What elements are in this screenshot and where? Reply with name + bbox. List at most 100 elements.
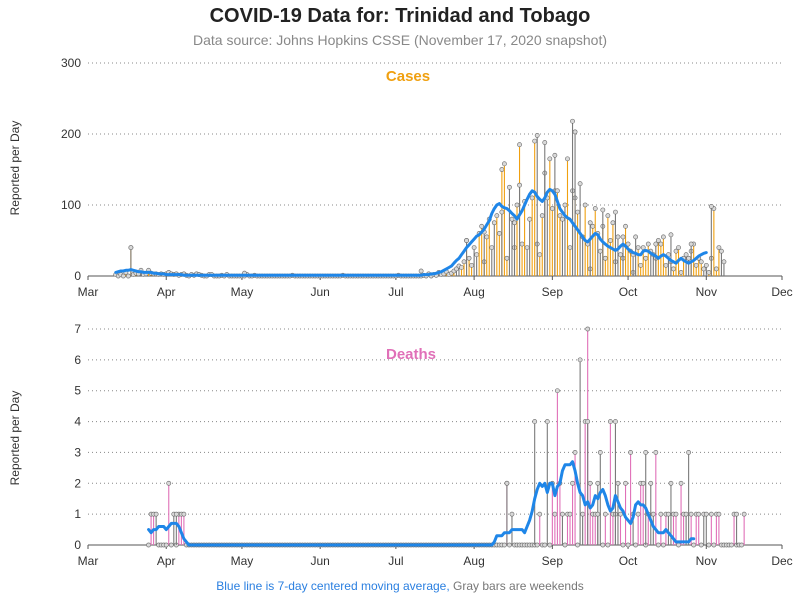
cases-point [539, 213, 545, 219]
deaths-y-tick-label: 6 [74, 353, 81, 367]
deaths-moving-average-line [147, 460, 696, 547]
deaths-x-tick-label: Dec [771, 554, 792, 568]
deaths-point [181, 511, 187, 517]
deaths-y-axis-label: Reported per Day [8, 391, 22, 486]
deaths-marker-point [173, 511, 179, 517]
cases-point [529, 195, 535, 201]
deaths-point [618, 511, 623, 517]
cases-x-tick-label: Dec [771, 285, 792, 299]
deaths-point [698, 542, 704, 548]
deaths-point [688, 511, 694, 517]
deaths-point [648, 480, 654, 486]
cases-point [466, 255, 472, 261]
deaths-point [716, 511, 722, 517]
deaths-point [678, 480, 684, 486]
cases-point [658, 241, 664, 247]
cases-marker-point [499, 209, 505, 215]
deaths-marker-point [585, 419, 591, 424]
cases-point [554, 188, 560, 194]
deaths-point [575, 542, 580, 548]
deaths-point [623, 480, 628, 486]
cases-marker-point [653, 241, 659, 247]
moving-average-note: Blue line is 7-day centered moving avera… [216, 579, 450, 593]
deaths-x-tick-label: Nov [696, 554, 717, 568]
cases-point [532, 138, 538, 144]
deaths-point [625, 542, 631, 548]
cases-point [713, 266, 719, 272]
cases-point [577, 181, 583, 187]
deaths-point [585, 326, 591, 332]
deaths-y-tick-label: 4 [74, 415, 81, 429]
deaths-point [696, 511, 702, 517]
cases-marker-point [688, 241, 694, 247]
footer-note: Blue line is 7-day centered moving avera… [0, 579, 800, 593]
cases-x-tick-label: May [231, 285, 254, 299]
cases-marker-point [620, 234, 626, 240]
cases-point [501, 161, 507, 167]
cases-y-axis-label: Reported per Day [8, 121, 22, 216]
deaths-point [542, 542, 548, 548]
cases-point [623, 223, 628, 229]
page-title: COVID-19 Data for: Trinidad and Tobago [209, 5, 591, 27]
cases-point [676, 245, 681, 250]
deaths-point [562, 542, 568, 548]
deaths-marker-point [643, 450, 649, 455]
deaths-point [597, 450, 603, 455]
deaths-point [501, 542, 507, 548]
deaths-x-tick-label: Jul [388, 554, 403, 568]
cases-point [517, 142, 522, 148]
cases-point [514, 202, 520, 208]
deaths-point [552, 511, 558, 517]
cases-point [678, 270, 684, 275]
cases-point [499, 167, 505, 172]
deaths-point [146, 542, 151, 548]
cases-marker-point [534, 133, 540, 138]
cases-point [524, 245, 530, 250]
cases-point [527, 216, 533, 222]
cases-point [562, 202, 568, 208]
deaths-y-tick-label: 3 [74, 445, 81, 459]
deaths-point [600, 542, 606, 548]
cases-point [592, 206, 598, 211]
deaths-marker-point [613, 419, 618, 424]
deaths-x-tick-label: Jun [310, 554, 329, 568]
cases-y-tick-label: 200 [61, 127, 81, 141]
cases-marker-point [613, 209, 618, 215]
cases-point [602, 255, 608, 261]
deaths-point [163, 542, 169, 548]
cases-point [643, 255, 649, 261]
deaths-point [595, 480, 601, 486]
deaths-x-tick-label: Aug [463, 554, 484, 568]
deaths-point [620, 542, 626, 548]
cases-point [719, 248, 724, 254]
deaths-marker-point [734, 511, 739, 517]
cases-marker-point [587, 220, 593, 226]
deaths-point [703, 511, 709, 517]
deaths-marker-point [532, 419, 538, 424]
deaths-point [708, 511, 714, 517]
cases-marker-point [668, 232, 674, 238]
deaths-point [554, 388, 560, 394]
cases-point [575, 209, 580, 215]
cases-point [491, 220, 497, 226]
cases-x-tick-label: Jun [310, 285, 329, 299]
deaths-point [711, 542, 717, 548]
cases-point [716, 245, 722, 250]
cases-point [635, 245, 641, 250]
cases-point [698, 259, 704, 265]
deaths-marker-point [504, 480, 510, 486]
cases-moving-average-line [114, 187, 708, 277]
cases-point [607, 238, 613, 243]
cases-point [706, 270, 712, 275]
deaths-y-tick-label: 2 [74, 476, 81, 490]
deaths-point [507, 542, 512, 548]
deaths-point [655, 542, 661, 548]
cases-point [703, 262, 709, 268]
cases-point [459, 265, 464, 270]
cases-point [605, 213, 611, 219]
cases-point [663, 262, 669, 268]
deaths-point [673, 511, 679, 517]
cases-x-tick-label: Mar [78, 285, 99, 299]
deaths-point [509, 511, 515, 517]
cases-point [645, 241, 651, 247]
